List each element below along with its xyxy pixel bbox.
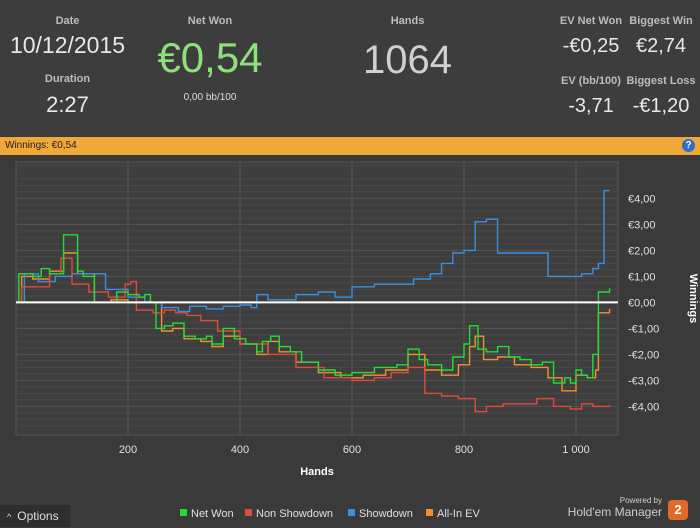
legend-non-showdown[interactable]: Non Showdown xyxy=(245,508,333,520)
hands-label: Hands xyxy=(390,15,425,27)
y-tick-label: €0,00 xyxy=(628,297,656,309)
winnings-panel-header: Winnings: €0,54 ? xyxy=(0,137,700,155)
legend-swatch-non-showdown xyxy=(245,509,252,516)
biggest-win-label: Biggest Win xyxy=(629,15,693,27)
x-tick-label: 800 xyxy=(455,444,473,456)
options-button[interactable]: ^ Options xyxy=(0,505,70,527)
duration-value: 2:27 xyxy=(46,92,89,117)
x-tick-label: 600 xyxy=(343,444,361,456)
options-label: Options xyxy=(17,509,59,523)
legend-label-net-won: Net Won xyxy=(191,508,234,520)
winnings-chart-svg: €4,00 €3,00 €2,00 €1,00 €0,00 -€1,00 -€2,00 -€3… xyxy=(15,161,699,478)
y-tick-label: -€3,00 xyxy=(628,375,659,387)
plot-area xyxy=(15,161,619,436)
session-summary-panel: Date 10/12/2015 Duration 2:27 Net Won €0… xyxy=(0,0,700,136)
legend-bar xyxy=(0,505,700,527)
x-tick-label: 400 xyxy=(231,444,249,456)
net-won-label: Net Won xyxy=(187,15,233,27)
y-axis-label: Winnings xyxy=(687,274,699,323)
legend-net-won[interactable]: Net Won xyxy=(180,508,234,520)
ev-bb100-label: EV (bb/100) xyxy=(561,75,621,87)
chevron-up-icon: ^ xyxy=(7,512,12,522)
legend-swatch-showdown xyxy=(348,509,355,516)
biggest-loss-label: Biggest Loss xyxy=(626,75,696,87)
legend-all-in-ev[interactable]: All-In EV xyxy=(426,508,480,520)
duration-label: Duration xyxy=(44,73,91,85)
hm2-logo-icon: 2 xyxy=(668,500,688,520)
y-tick-label: €1,00 xyxy=(628,271,656,283)
legend-label-showdown: Showdown xyxy=(359,508,413,520)
y-tick-label: €2,00 xyxy=(628,245,656,257)
legend-showdown[interactable]: Showdown xyxy=(348,508,413,520)
powered-by-text: Powered by xyxy=(619,496,662,505)
legend-swatch-net-won xyxy=(180,509,187,516)
net-won-bb-per-100: 0,00 bb/100 xyxy=(183,92,237,103)
biggest-loss-value: -€1,20 xyxy=(632,95,690,117)
y-tick-label: -€4,00 xyxy=(628,401,659,413)
date-label: Date xyxy=(55,15,80,27)
winnings-title: Winnings: €0,54 xyxy=(5,140,77,151)
ev-net-won-value: -€0,25 xyxy=(562,35,620,57)
net-won-value: €0,54 xyxy=(157,34,263,81)
x-axis-label: Hands xyxy=(300,466,334,478)
series-line-non-showdown xyxy=(16,257,611,413)
x-tick-label: 200 xyxy=(119,444,137,456)
date-value: 10/12/2015 xyxy=(9,32,126,58)
y-tick-label: €4,00 xyxy=(628,193,656,205)
legend-label-all-in-ev: All-In EV xyxy=(437,508,480,520)
legend-label-non-showdown: Non Showdown xyxy=(256,508,334,520)
x-tick-label: 1 000 xyxy=(562,444,590,456)
legend-swatch-all-in-ev xyxy=(426,509,433,516)
winnings-chart: €4,00 €3,00 €2,00 €1,00 €0,00 -€1,00 -€2,00 -€3… xyxy=(0,155,700,505)
biggest-win-value: €2,74 xyxy=(635,35,687,57)
help-icon[interactable]: ? xyxy=(682,139,695,152)
brand-name: Hold'em Manager xyxy=(567,505,662,519)
y-tick-label: -€1,00 xyxy=(628,323,659,335)
y-tick-label: -€2,00 xyxy=(628,349,659,361)
y-tick-label: €3,00 xyxy=(628,219,656,231)
ev-bb100-value: -3,71 xyxy=(568,95,614,117)
hands-value: 1064 xyxy=(363,38,452,82)
ev-net-won-label: EV Net Won xyxy=(559,15,623,27)
brand-block: Powered by Hold'em Manager xyxy=(568,496,662,519)
series-line-net-won xyxy=(16,234,611,384)
